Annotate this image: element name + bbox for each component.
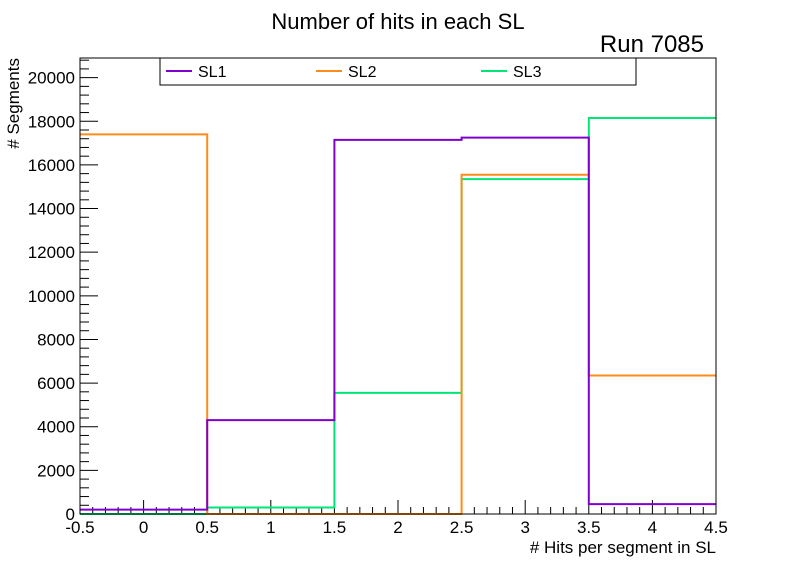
x-tick-label: 1.5 — [323, 518, 347, 537]
y-tick-label: 4000 — [37, 418, 75, 437]
x-tick-label: -0.5 — [65, 518, 94, 537]
y-tick-label: 20000 — [28, 69, 75, 88]
run-label: Run 7085 — [600, 31, 704, 58]
y-tick-label: 6000 — [37, 374, 75, 393]
y-tick-label: 0 — [66, 505, 75, 524]
x-tick-label: 4 — [648, 518, 657, 537]
y-tick-label: 16000 — [28, 156, 75, 175]
legend: SL1 SL2 SL3 — [159, 57, 637, 86]
series-line-sl2 — [80, 133, 716, 515]
x-axis-label: # Hits per segment in SL — [530, 538, 716, 557]
y-tick-label: 2000 — [37, 461, 75, 480]
x-tick-label: 2 — [393, 518, 402, 537]
x-tick-label: 4.5 — [704, 518, 728, 537]
legend-label: SL2 — [348, 64, 377, 81]
legend-box — [159, 57, 637, 86]
chart-title: Number of hits in each SL — [271, 9, 524, 34]
x-tick-label: 1 — [266, 518, 275, 537]
y-tick-label: 14000 — [28, 200, 75, 219]
x-tick-label: 2.5 — [450, 518, 474, 537]
axis-ticks: -0.5 0 0.5 1 1.5 2 2.5 3 3.5 4 4.50200040006000800… — [28, 59, 728, 537]
x-tick-label: 0.5 — [195, 518, 219, 537]
series-line-sl3 — [80, 117, 716, 515]
y-tick-label: 8000 — [37, 330, 75, 349]
x-tick-label: 3 — [520, 518, 529, 537]
y-tick-label: 12000 — [28, 243, 75, 262]
y-axis-label: # Segments — [4, 58, 23, 149]
plot-frame — [79, 57, 717, 515]
legend-label: SL1 — [198, 64, 227, 81]
series-lines — [80, 117, 716, 515]
legend-label: SL3 — [513, 64, 542, 81]
series-line-sl1 — [80, 136, 716, 511]
x-tick-label: 0 — [139, 518, 148, 537]
y-tick-label: 10000 — [28, 287, 75, 306]
y-tick-label: 18000 — [28, 112, 75, 131]
x-tick-label: 3.5 — [577, 518, 601, 537]
